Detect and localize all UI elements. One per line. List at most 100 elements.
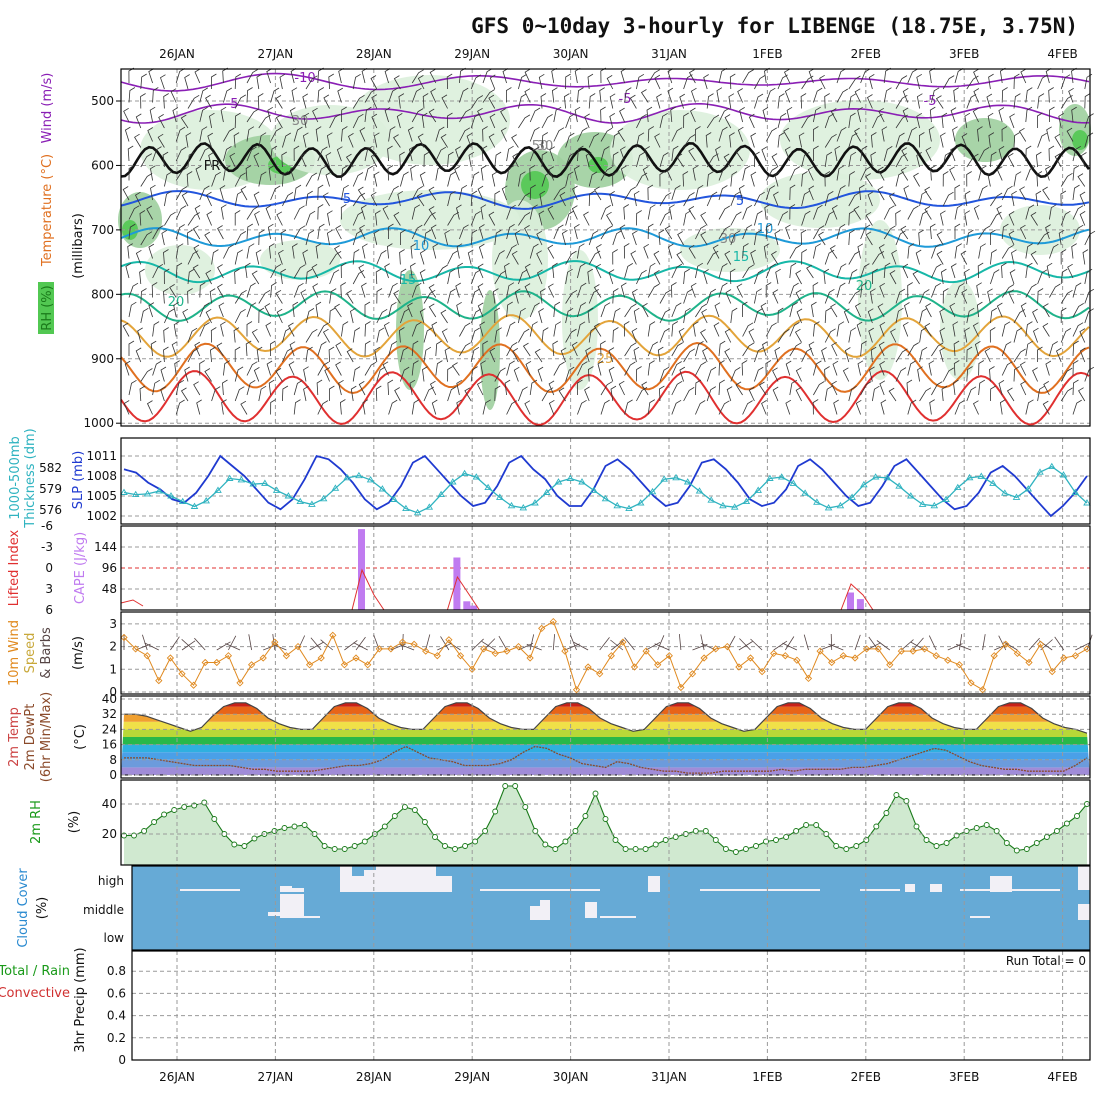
wind-barb [868, 74, 875, 90]
wind-barb [789, 379, 798, 396]
wind-barb [610, 385, 617, 402]
wind-barb [287, 322, 295, 337]
wind-barb [695, 303, 708, 318]
wind-barb [807, 166, 814, 181]
wind-barb [989, 327, 996, 343]
wind-barb [1049, 283, 1061, 298]
wind-barb [419, 269, 426, 285]
wind-barb [396, 113, 403, 129]
rh-marker [301, 822, 308, 828]
rh-marker [211, 816, 218, 822]
wind-barb [135, 249, 142, 265]
rh-marker [502, 783, 509, 789]
wind-barb [1011, 249, 1017, 265]
wind-barb [529, 204, 538, 220]
wind-barb [895, 132, 905, 148]
wind-barb [134, 191, 142, 207]
wind-barb [293, 282, 304, 298]
wind-barb [777, 329, 790, 343]
wind-barb [352, 230, 363, 246]
wind-barb [140, 307, 149, 324]
wind-speed-marker [503, 647, 511, 655]
wind-barb [1054, 133, 1062, 148]
wind-barb [329, 307, 336, 324]
wind-barb [916, 112, 923, 129]
wind-barb [587, 366, 594, 382]
wind-barb [375, 268, 382, 285]
wind-barb [494, 270, 507, 285]
wind-barb [848, 327, 857, 343]
wind-barb [612, 230, 622, 246]
wind-barb [248, 634, 252, 651]
li-tick-label: 0 [45, 561, 53, 575]
contour-label: -5 [924, 94, 937, 109]
wind-barb [600, 340, 606, 357]
pressure-tick-label: 500 [91, 94, 114, 108]
wind-barb [1084, 288, 1095, 304]
wind-barb [1045, 224, 1051, 240]
wind-barb [623, 321, 630, 337]
wind-barb [830, 108, 838, 123]
wind-speed-marker [166, 654, 175, 662]
panel-frame [120, 68, 1091, 427]
thickness-marker [883, 473, 892, 481]
wind-barb [305, 268, 313, 285]
wind-barb [824, 307, 832, 324]
wind-barb [315, 126, 322, 142]
wind-barb [494, 190, 501, 207]
wind-barb [691, 87, 697, 103]
wind-barb [688, 244, 696, 259]
rh-marker [171, 807, 178, 813]
wind-barb [223, 244, 234, 259]
wind-barb [128, 165, 135, 181]
wind-barb [341, 321, 349, 337]
thickness-marker [378, 485, 387, 492]
wind-barb [302, 93, 309, 109]
wind-barb [760, 302, 767, 318]
wind-barb [742, 322, 754, 337]
wind-barb [953, 360, 960, 376]
wind-barb [984, 347, 991, 363]
wind-barb [470, 190, 478, 207]
wind-barb [335, 361, 342, 376]
wind-barb [341, 126, 348, 142]
wind-barb [636, 113, 647, 129]
wind-barb [718, 126, 728, 142]
wind-barb [547, 205, 555, 220]
wind-barb [384, 263, 390, 279]
wind-barb [978, 360, 985, 376]
wind-barb [251, 270, 260, 285]
thickness-marker [907, 492, 915, 499]
wind-barb [919, 387, 932, 402]
rh-marker [512, 783, 519, 789]
wind-barb [1072, 282, 1082, 298]
wind-barb [715, 146, 721, 162]
wind-barb [492, 288, 499, 304]
thickness-marker [578, 478, 586, 485]
wind-barb [907, 399, 917, 415]
wind-barb [163, 93, 169, 109]
wind-barb [447, 190, 456, 207]
wind-barb [600, 146, 610, 162]
wind-barb [245, 165, 252, 181]
rh-marker [923, 837, 930, 843]
thickness-marker [167, 492, 175, 499]
wind-barb [270, 145, 278, 162]
wind-barb [137, 327, 143, 343]
wind-barb [376, 308, 388, 324]
wind-barb [494, 327, 502, 343]
wind-barb [942, 191, 954, 207]
wind-barb [842, 367, 850, 382]
wind-barb [419, 308, 426, 324]
wind-barb [316, 379, 323, 396]
wind-barb [411, 108, 424, 123]
wind-barb [303, 112, 310, 129]
wind-barb [940, 268, 947, 285]
thickness-marker [871, 473, 880, 480]
rh-marker [271, 828, 278, 834]
wind-barb [742, 400, 753, 415]
wind-barb [411, 340, 419, 357]
wind-barb [317, 204, 324, 220]
wind-barb [950, 107, 957, 123]
wind-barb [748, 386, 755, 402]
